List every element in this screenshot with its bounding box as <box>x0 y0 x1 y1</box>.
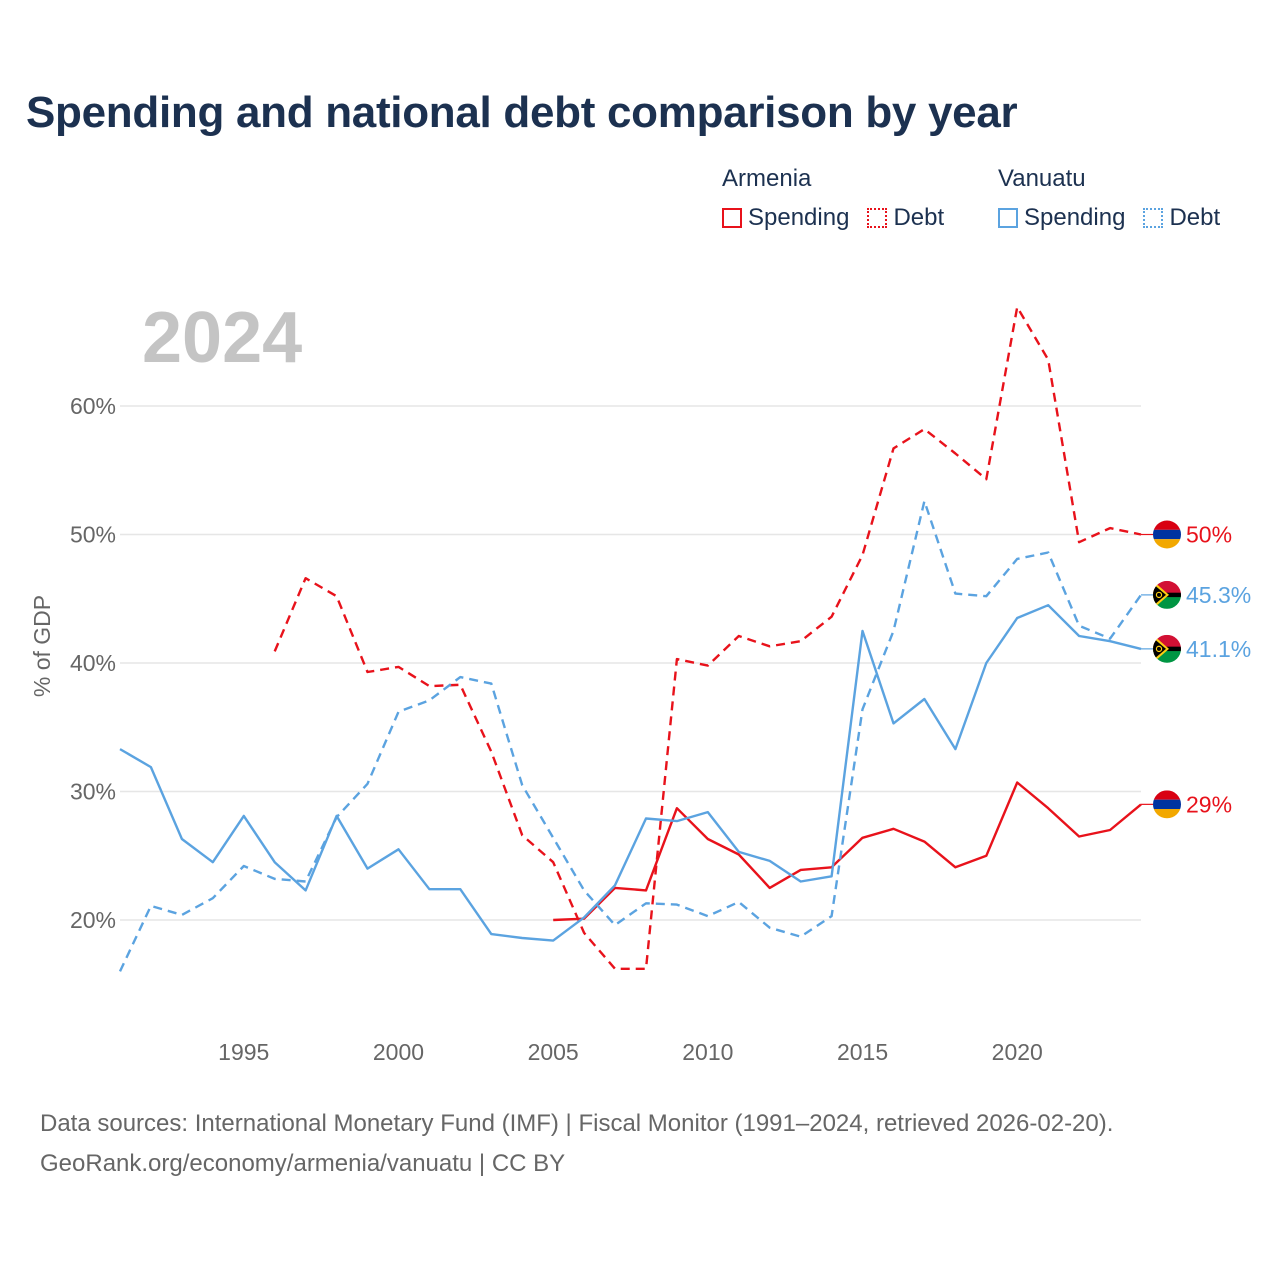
legend-label-vanuatu-debt: Debt <box>1169 204 1221 231</box>
y-axis-ticks: 20% 30% 40% 50% 60% <box>70 393 116 933</box>
series-line-vanuatu-debt[interactable] <box>118 499 1142 972</box>
legend-item-vanuatu-spending[interactable]: Spending <box>998 204 1125 232</box>
armenia-flag-icon <box>1153 520 1181 549</box>
x-tick-label: 2010 <box>682 1039 733 1065</box>
series-lines <box>118 305 1142 972</box>
legend-label-armenia-debt: Debt <box>893 204 945 231</box>
x-tick-label: 2000 <box>373 1039 424 1065</box>
footer-sources: Data sources: International Monetary Fun… <box>40 1110 1114 1137</box>
legend-swatch-vanuatu-debt <box>1143 208 1164 228</box>
legend-item-armenia-spending[interactable]: Spending <box>722 204 849 232</box>
series-line-vanuatu-spending[interactable] <box>119 604 1142 942</box>
year-watermark: 2024 <box>142 298 302 378</box>
series-line-armenia-debt[interactable] <box>273 305 1142 970</box>
end-value-label: 29% <box>1186 791 1232 817</box>
legend-swatch-vanuatu-spending <box>998 208 1018 228</box>
x-tick-label: 2005 <box>528 1039 579 1065</box>
y-tick-label: 50% <box>70 522 116 548</box>
y-tick-label: 40% <box>70 650 116 676</box>
end-value-label: 50% <box>1186 522 1232 548</box>
y-axis-label: % of GDP <box>29 595 55 697</box>
vanuatu-flag-icon <box>1153 634 1181 663</box>
legend-item-armenia-debt[interactable]: Debt <box>867 204 944 232</box>
footer-attribution: GeoRank.org/economy/armenia/vanuatu | CC… <box>40 1150 566 1177</box>
x-tick-label: 1995 <box>218 1039 269 1065</box>
armenia-flag-icon <box>1153 790 1181 819</box>
legend-group-armenia: Armenia Spending Debt <box>722 162 944 232</box>
end-value-label: 41.1% <box>1186 636 1251 662</box>
legend-swatch-armenia-spending <box>722 208 742 228</box>
x-axis-ticks: 1995 2000 2005 2010 2015 2020 <box>218 1039 1043 1065</box>
footer: Data sources: International Monetary Fun… <box>40 1104 1113 1184</box>
legend-item-vanuatu-debt[interactable]: Debt <box>1143 204 1220 232</box>
legend-country-armenia: Armenia <box>722 165 812 192</box>
y-tick-label: 20% <box>70 907 116 933</box>
legend-swatch-armenia-debt <box>867 208 888 228</box>
x-tick-label: 2020 <box>992 1039 1043 1065</box>
vanuatu-flag-icon <box>1153 580 1181 609</box>
legend-group-vanuatu: Vanuatu Spending Debt <box>998 162 1220 232</box>
legend-country-vanuatu: Vanuatu <box>998 165 1086 192</box>
legend-label-armenia-spending: Spending <box>748 204 850 231</box>
chart-title: Spending and national debt comparison by… <box>26 88 1018 137</box>
grid-lines <box>120 405 1141 921</box>
y-tick-label: 30% <box>70 779 116 805</box>
end-value-label: 45.3% <box>1186 582 1251 608</box>
x-tick-label: 2015 <box>837 1039 888 1065</box>
y-tick-label: 60% <box>70 393 116 419</box>
end-labels: 50% 29% 45.3% 41.1% <box>1141 520 1251 819</box>
series-line-armenia-spending[interactable] <box>553 781 1142 922</box>
legend-label-vanuatu-spending: Spending <box>1024 204 1126 231</box>
